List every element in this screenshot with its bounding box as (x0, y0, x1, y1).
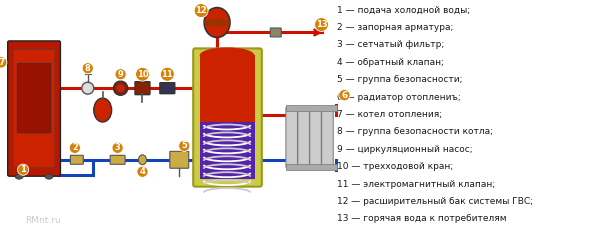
Text: 5 — группа безопасности;: 5 — группа безопасности; (337, 75, 463, 84)
Text: 12: 12 (195, 6, 207, 15)
Ellipse shape (15, 174, 23, 179)
FancyBboxPatch shape (110, 155, 125, 164)
FancyBboxPatch shape (200, 122, 255, 179)
Text: 2 — запорная арматура;: 2 — запорная арматура; (337, 23, 454, 32)
Ellipse shape (94, 98, 112, 122)
Text: 6: 6 (341, 91, 347, 100)
FancyBboxPatch shape (286, 107, 298, 167)
Ellipse shape (204, 8, 230, 38)
Text: 9 — циркуляционный насос;: 9 — циркуляционный насос; (337, 145, 473, 154)
Ellipse shape (117, 85, 124, 92)
FancyBboxPatch shape (17, 63, 51, 133)
FancyBboxPatch shape (170, 151, 189, 168)
Text: RMnt.ru: RMnt.ru (25, 216, 61, 226)
Text: 6 — радиатор отоплениъ;: 6 — радиатор отоплениъ; (337, 93, 461, 102)
Ellipse shape (204, 19, 230, 27)
Text: 5: 5 (181, 141, 187, 150)
Text: 8 — группа безопасности котла;: 8 — группа безопасности котла; (337, 128, 493, 136)
Text: 2: 2 (72, 143, 78, 152)
Text: 13: 13 (316, 20, 328, 29)
Ellipse shape (113, 81, 128, 95)
Bar (286, 164, 337, 170)
Ellipse shape (200, 47, 254, 63)
Text: 11 — электромагнитный клапан;: 11 — электромагнитный клапан; (337, 180, 496, 189)
Text: 10: 10 (137, 70, 148, 79)
FancyBboxPatch shape (70, 155, 83, 164)
Text: 7 — котел отопления;: 7 — котел отопления; (337, 110, 443, 119)
Ellipse shape (45, 174, 53, 179)
FancyBboxPatch shape (298, 107, 310, 167)
Text: 4 — обратный клапан;: 4 — обратный клапан; (337, 58, 445, 67)
Text: 4: 4 (140, 167, 145, 176)
Text: 3 — сетчатый фильтр;: 3 — сетчатый фильтр; (337, 40, 445, 49)
FancyBboxPatch shape (135, 82, 150, 95)
Text: 9: 9 (118, 70, 124, 79)
Text: 10 — трехходовой кран;: 10 — трехходовой кран; (337, 162, 454, 171)
Text: 1: 1 (20, 165, 26, 174)
Text: 7: 7 (0, 58, 4, 67)
FancyBboxPatch shape (200, 55, 255, 122)
FancyBboxPatch shape (13, 49, 55, 168)
FancyBboxPatch shape (270, 28, 281, 37)
FancyBboxPatch shape (160, 83, 175, 94)
FancyBboxPatch shape (8, 41, 61, 176)
Bar (286, 105, 337, 111)
Ellipse shape (82, 82, 94, 94)
Text: 1 — подача холодной воды;: 1 — подача холодной воды; (337, 6, 470, 15)
Text: 11: 11 (161, 70, 173, 79)
Text: 3: 3 (115, 143, 121, 152)
Text: 12 — расширительный бак системы ГВС;: 12 — расширительный бак системы ГВС; (337, 197, 533, 206)
Text: 8: 8 (85, 64, 91, 73)
FancyBboxPatch shape (310, 107, 322, 167)
FancyBboxPatch shape (193, 48, 262, 187)
Ellipse shape (139, 155, 146, 165)
Text: 13 — горячая вода к потребителям: 13 — горячая вода к потребителям (337, 214, 507, 224)
FancyBboxPatch shape (322, 107, 333, 167)
